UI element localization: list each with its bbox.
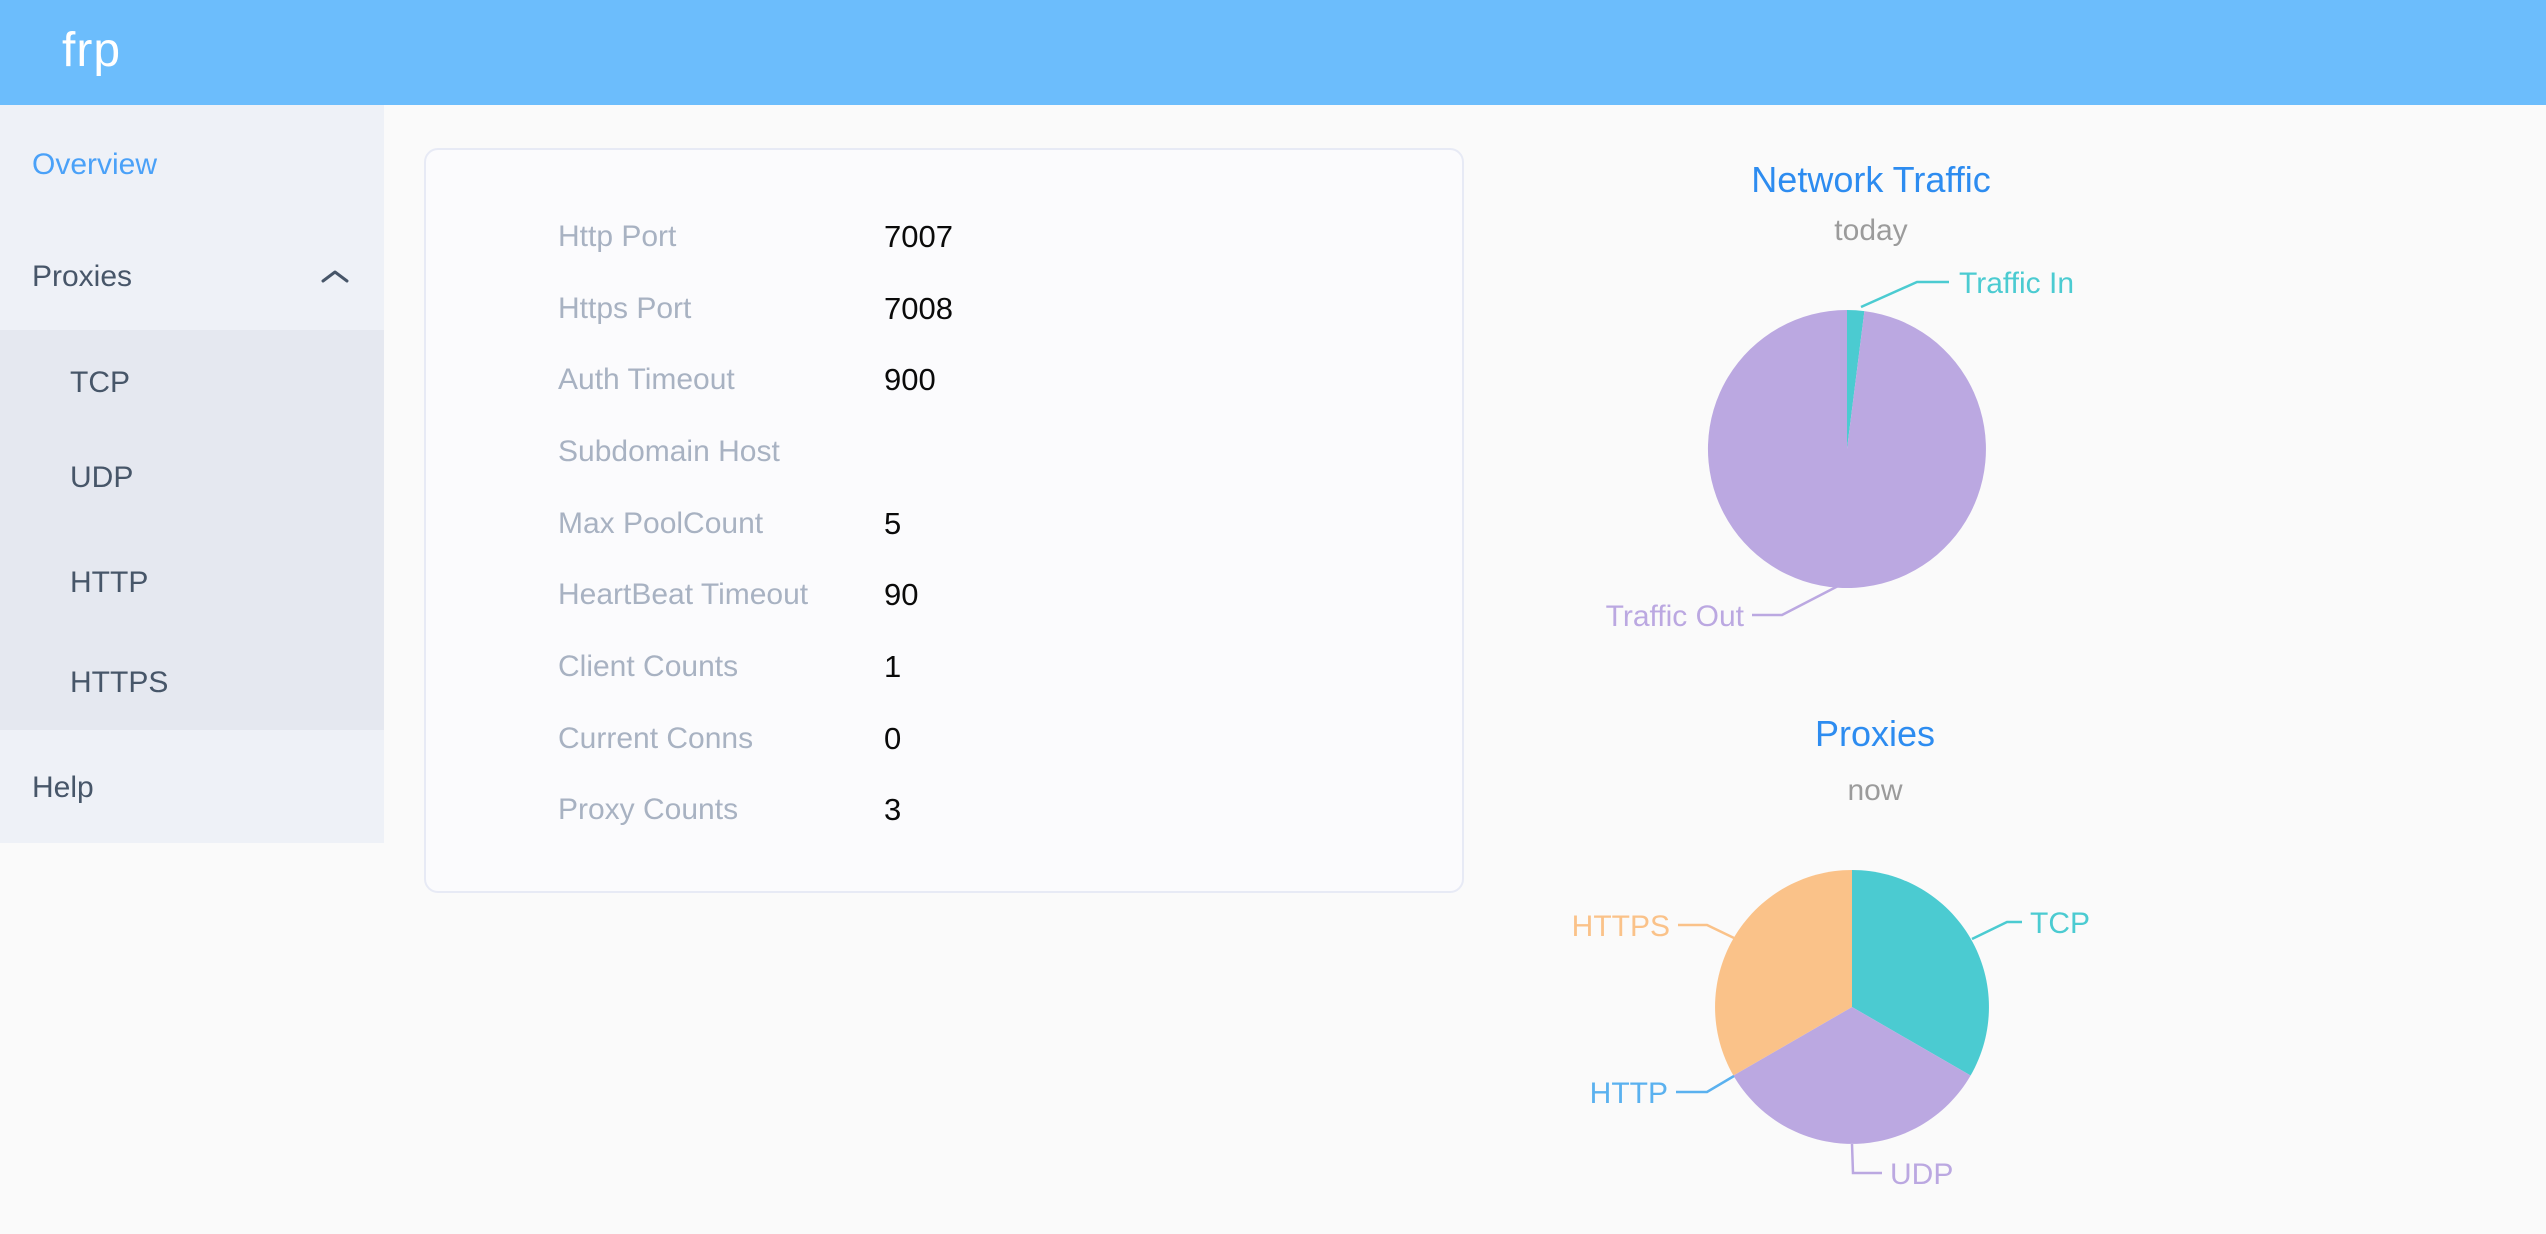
tcp-label: TCP — [2030, 907, 2090, 940]
config-row-proxy-counts: Proxy Counts 3 — [558, 775, 1422, 847]
pie-slice-udp[interactable] — [1733, 1007, 1971, 1144]
sidebar-item-proxies[interactable]: Proxies — [32, 260, 133, 293]
config-value: 0 — [884, 720, 902, 756]
config-row-client-counts: Client Counts 1 — [558, 631, 1422, 703]
traffic-out-label: Traffic Out — [1606, 600, 1745, 633]
chart-subtitle: today — [1834, 214, 1907, 247]
config-row-current-conns: Current Conns 0 — [558, 703, 1422, 775]
config-value: 1 — [884, 648, 902, 684]
config-label: Proxy Counts — [558, 793, 739, 827]
config-label: Max PoolCount — [558, 506, 764, 540]
pie-slice-traffic-in[interactable] — [1847, 310, 1865, 449]
config-value: 5 — [884, 505, 902, 541]
udp-label: UDP — [1890, 1158, 1953, 1191]
http-label: HTTP — [1590, 1077, 1668, 1110]
sidebar-item-tcp[interactable]: TCP — [70, 366, 130, 399]
header-bar: frp — [0, 0, 2546, 105]
config-row-http-port: Http Port 7007 — [558, 201, 1422, 273]
chart-title: Network Traffic — [1751, 159, 1990, 200]
config-row-heartbeat-timeout: HeartBeat Timeout 90 — [558, 559, 1422, 631]
config-label: Subdomain Host — [558, 434, 780, 468]
chart-subtitle: now — [1847, 774, 1902, 807]
udp-leader-line — [1850, 1143, 1882, 1175]
config-label: Http Port — [558, 219, 677, 253]
https-label: HTTPS — [1572, 910, 1670, 943]
config-value: 900 — [884, 362, 936, 398]
chevron-up-icon[interactable] — [320, 268, 350, 285]
sidebar-item-udp[interactable]: UDP — [70, 461, 134, 494]
config-row-auth-timeout: Auth Timeout 900 — [558, 344, 1422, 416]
pie-slice-https[interactable] — [1715, 870, 1852, 1076]
sidebar-submenu-proxies: TCP UDP HTTP HTTPS — [0, 330, 384, 730]
config-label: HeartBeat Timeout — [558, 578, 809, 612]
https-leader-line — [1678, 923, 1735, 940]
pie-slice-traffic-out[interactable] — [1707, 310, 1986, 588]
config-label: Https Port — [558, 291, 692, 325]
app-logo: frp — [62, 24, 122, 77]
config-label: Auth Timeout — [558, 363, 735, 397]
config-row-https-port: Https Port 7008 — [558, 273, 1422, 345]
traffic-out-leader-line — [1752, 583, 1841, 617]
sidebar-item-http[interactable]: HTTP — [70, 566, 149, 599]
tcp-leader-line — [1971, 920, 2022, 941]
sidebar-item-overview[interactable]: Overview — [32, 148, 158, 181]
server-config-rows: Http Port 7007 Https Port 7008 Auth Time… — [558, 201, 1422, 846]
proxies-pie — [1715, 870, 1989, 1144]
config-value: 3 — [884, 792, 902, 828]
network-traffic-chart: Network Traffic today Traffic In Traffic… — [1531, 130, 2211, 650]
sidebar: Overview Proxies TCP UDP HTTP HTTPS Help — [0, 105, 384, 843]
proxies-chart: Proxies now TCP UDP HTTP HTTPS — [1531, 680, 2211, 1234]
config-value: 7007 — [884, 218, 953, 254]
traffic-in-leader-line — [1860, 280, 1949, 309]
server-config-card: Http Port 7007 Https Port 7008 Auth Time… — [424, 148, 1464, 893]
pie-slice-tcp[interactable] — [1852, 870, 1989, 1076]
config-row-max-poolcount: Max PoolCount 5 — [558, 488, 1422, 560]
config-label: Client Counts — [558, 649, 739, 683]
chart-title: Proxies — [1815, 713, 1935, 754]
traffic-in-label: Traffic In — [1959, 267, 2074, 300]
network-traffic-pie — [1707, 310, 1986, 588]
sidebar-item-help[interactable]: Help — [32, 771, 94, 804]
sidebar-item-https[interactable]: HTTPS — [70, 666, 169, 699]
config-label: Current Conns — [558, 721, 754, 755]
config-value: 7008 — [884, 290, 953, 326]
config-row-subdomain-host: Subdomain Host — [558, 416, 1422, 488]
http-leader-line — [1676, 1074, 1735, 1094]
config-value: 90 — [884, 577, 919, 613]
